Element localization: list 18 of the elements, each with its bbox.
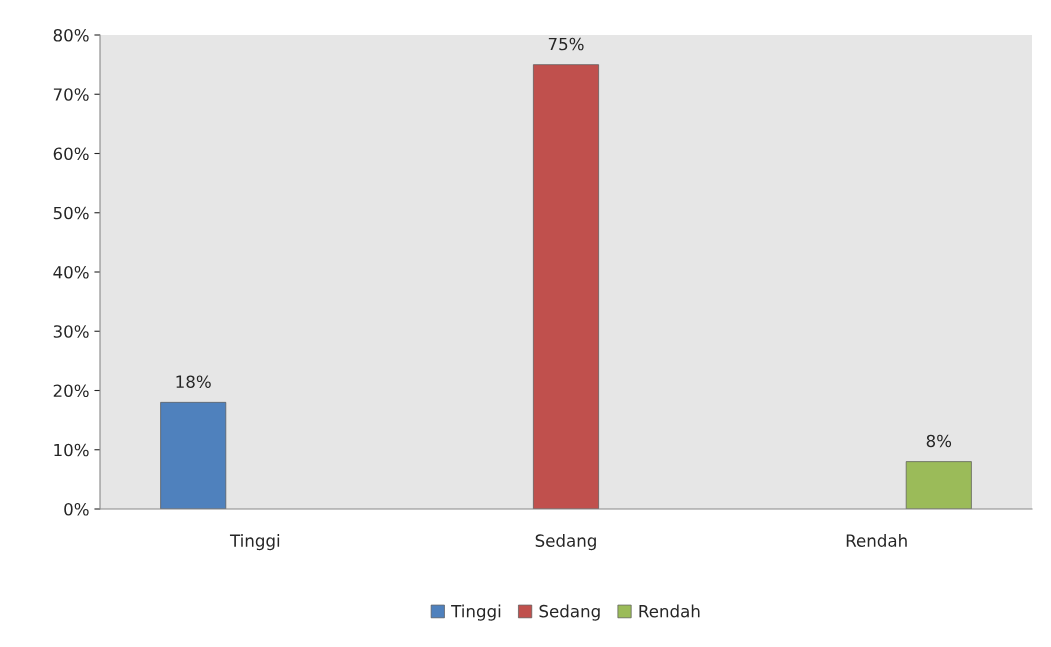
y-tick-label: 50% <box>53 206 89 220</box>
data-label: 8% <box>926 434 952 448</box>
data-label: 18% <box>176 375 211 389</box>
y-tick-label: 20% <box>53 384 89 398</box>
y-tick-label: 10% <box>54 443 89 457</box>
data-label: 75% <box>548 37 584 51</box>
legend-label: Rendah <box>639 604 700 618</box>
y-tick-label: 70% <box>53 88 89 101</box>
y-tick-label: 0% <box>64 502 89 516</box>
x-tick-label: Rendah <box>846 534 907 547</box>
y-tick-label: 40% <box>53 265 89 279</box>
x-tick-label: Tinggi <box>229 534 280 551</box>
x-tick-label: Sedang <box>535 534 596 551</box>
y-tick-label: 80% <box>53 28 89 42</box>
y-tick-label: 60% <box>53 147 89 161</box>
legend-label: Sedang <box>539 604 600 621</box>
y-tick-label: 30% <box>53 325 89 338</box>
legend-label: Tinggi <box>451 604 501 621</box>
